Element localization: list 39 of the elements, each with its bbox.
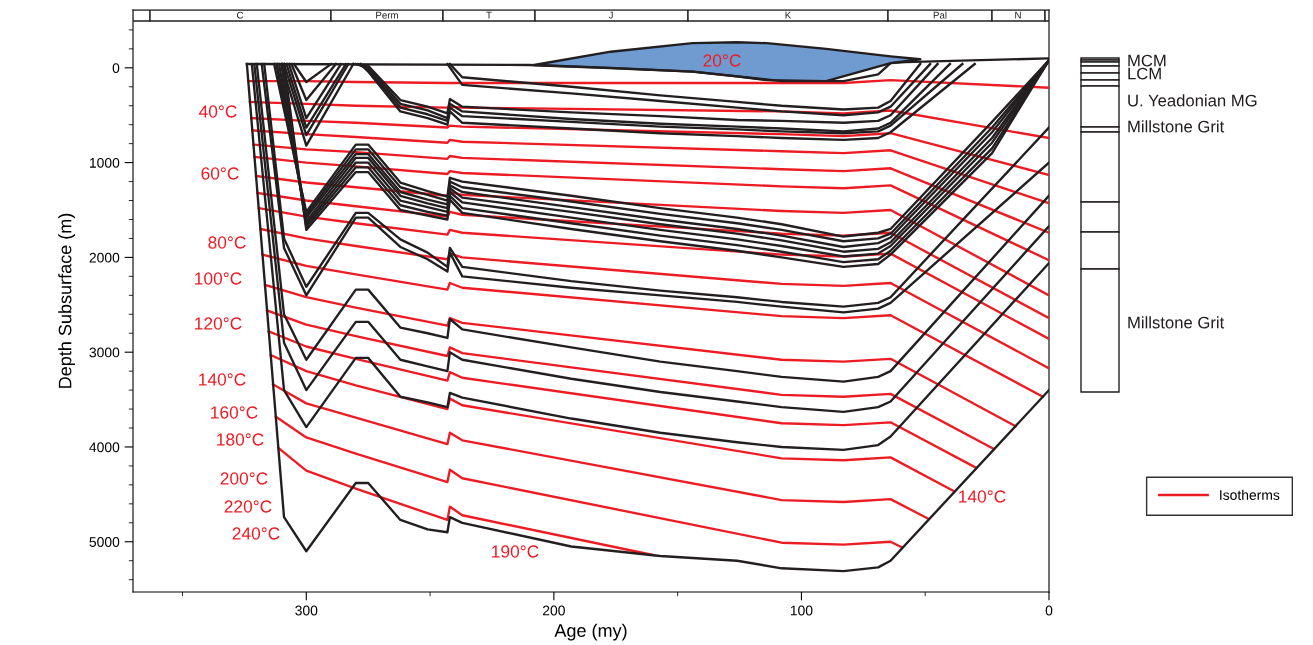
- annotation: C: [236, 11, 244, 19]
- x-tick-label: 100: [790, 605, 813, 616]
- y-tick-label: 1000: [89, 157, 120, 168]
- x-axis-title: Age (my): [554, 623, 627, 641]
- annotation: Perm: [376, 11, 398, 19]
- text: LCM: [1128, 67, 1161, 80]
- annotation: 20°C: [703, 54, 741, 67]
- text: Millstone Grit: [1128, 120, 1225, 133]
- annotation: 140°C: [959, 490, 1006, 503]
- text: U. Yeadonian MG: [1128, 94, 1257, 107]
- y-tick-label: 2000: [89, 252, 120, 263]
- y-tick-label: 0: [112, 63, 120, 73]
- annotation: 190°C: [492, 545, 539, 558]
- y-tick-label: 3000: [89, 347, 120, 358]
- annotation: 80°C: [208, 236, 246, 249]
- y-tick-label: 5000: [89, 537, 120, 547]
- annotation: K: [785, 11, 792, 19]
- annotation: 180°C: [217, 433, 264, 446]
- annotation: J: [608, 11, 613, 19]
- text: MCM: [1128, 54, 1166, 67]
- annotation: 140°C: [199, 373, 246, 386]
- annotation: 220°C: [224, 500, 272, 513]
- legend-label: Isotherms: [1220, 489, 1280, 500]
- x-tick-label: 0: [1045, 605, 1053, 616]
- annotation: 60°C: [201, 167, 239, 180]
- annotation: 40°C: [199, 105, 237, 118]
- annotation: Pal: [933, 11, 947, 19]
- x-tick-label: 300: [295, 605, 318, 616]
- y-axis-title: Depth Subsurface (m): [58, 213, 76, 388]
- annotation: 240°C: [232, 527, 280, 540]
- annotation: N: [1015, 11, 1021, 19]
- annotation: 200°C: [220, 472, 268, 485]
- x-tick-label: 200: [542, 605, 565, 616]
- y-tick-label: 4000: [89, 442, 120, 453]
- annotation: T: [486, 11, 492, 19]
- annotation: 160°C: [211, 406, 258, 419]
- text: Millstone Grit: [1128, 316, 1225, 329]
- annotation: 100°C: [195, 272, 242, 285]
- annotation: 120°C: [195, 317, 242, 330]
